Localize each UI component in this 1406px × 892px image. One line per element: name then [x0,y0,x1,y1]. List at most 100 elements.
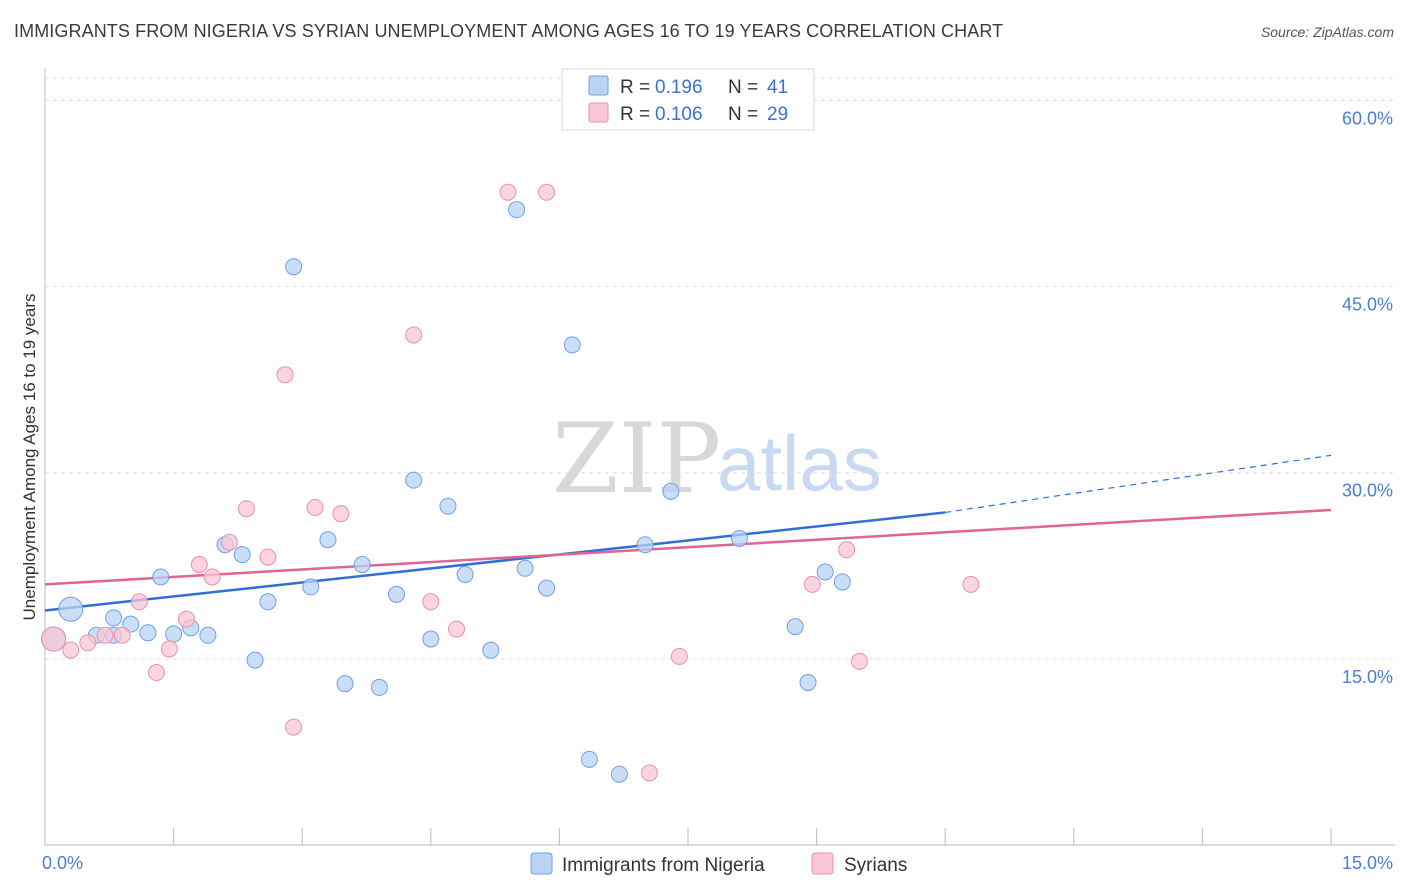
syrians-point [203,568,221,586]
nigeria-point [152,568,170,586]
syrians-point [640,764,658,782]
syrians-point [62,641,80,659]
syrians-trend-line [44,508,1332,586]
syrians-point [332,505,350,523]
nigeria-point [58,596,84,622]
syrians-point [499,183,517,201]
chart-title: IMMIGRANTS FROM NIGERIA VS SYRIAN UNEMPL… [14,21,1004,41]
syrians-point [838,541,856,559]
nigeria-point [302,578,320,596]
legend-r-label-syrians: R = [620,104,650,125]
x-tick-label: 15.0% [1342,853,1393,873]
nigeria-point [816,563,834,581]
syrians-point [670,647,688,665]
axes [44,68,1395,846]
nigeria-point [538,579,556,597]
watermark-atlas: atlas [717,419,882,507]
nigeria-point [662,482,680,500]
syrians-point [962,575,980,593]
nigeria-point [563,336,581,354]
bottom-legend-label-nigeria: Immigrants from Nigeria [562,855,765,876]
y-tick-label: 15.0% [1342,667,1393,687]
nigeria-point [439,497,457,515]
nigeria-point [580,750,598,768]
nigeria-point [516,559,534,577]
nigeria-point [139,624,157,642]
nigeria-point [199,626,217,644]
y-tick-label: 60.0% [1342,108,1393,128]
syrians-point [160,640,178,658]
legend-swatch-nigeria [588,75,609,96]
syrians-point [259,548,277,566]
nigeria-point [105,609,123,627]
syrians-point [538,183,556,201]
syrians-point [190,556,208,574]
x-tick-label: 0.0% [42,853,83,873]
syrians-point [41,626,67,652]
syrians-point [130,593,148,611]
legend-r-label-nigeria: R = [620,77,650,98]
nigeria-point [456,565,474,583]
syrians-point [237,500,255,518]
nigeria-point [233,546,251,564]
legend-n-label-syrians: N = [728,104,758,125]
legend-box: R = 0.196 N = 41 R = 0.106 N = 29 [561,68,815,131]
nigeria-point [833,573,851,591]
watermark-zip: ZIP [552,403,721,515]
bottom-legend-swatch-nigeria [530,852,553,875]
nigeria-trend-extension [945,454,1332,514]
nigeria-point [786,618,804,636]
nigeria-point [636,536,654,554]
syrians-point [422,593,440,611]
trend-lines [44,454,1332,612]
nigeria-point [388,585,406,603]
nigeria-point [370,678,388,696]
syrians-point [220,533,238,551]
nigeria-point [422,630,440,648]
legend-swatch-syrians [588,102,609,123]
data-points [41,98,980,783]
nigeria-point [610,765,628,783]
syrians-point [276,366,294,384]
syrians-point [113,626,131,644]
legend-r-value-nigeria: 0.196 [655,77,703,98]
bottom-legend: Immigrants from Nigeria Syrians [530,852,907,876]
syrians-point [306,498,324,516]
syrians-point [448,620,466,638]
syrians-point [147,664,165,682]
nigeria-point [319,531,337,549]
legend-r-value-syrians: 0.106 [655,104,703,125]
syrians-point [96,626,114,644]
nigeria-point [285,258,303,276]
nigeria-point [405,471,423,489]
legend-n-value-nigeria: 41 [767,77,788,98]
syrians-point [405,326,423,344]
nigeria-point [259,593,277,611]
syrians-point [177,610,195,628]
bottom-legend-label-syrians: Syrians [844,855,907,876]
syrians-point [850,652,868,670]
y-tick-label: 45.0% [1342,295,1393,315]
syrians-point [803,575,821,593]
legend-n-value-syrians: 29 [767,104,788,125]
syrians-point [285,718,303,736]
legend-n-label-nigeria: N = [728,77,758,98]
nigeria-point [482,641,500,659]
source-credit: Source: ZipAtlas.com [1260,24,1394,40]
nigeria-point [799,673,817,691]
nigeria-point [353,556,371,574]
bottom-legend-swatch-syrians [811,852,834,875]
watermark: ZIP atlas [552,403,882,515]
y-axis-label: Unemployment Among Ages 16 to 19 years [20,294,39,621]
x-tick-labels: 0.0% 15.0% [42,853,1393,873]
y-tick-labels: 15.0% 30.0% 45.0% 60.0% [1342,108,1393,686]
nigeria-point [508,201,526,219]
nigeria-point [730,529,748,547]
syrians-point [79,634,97,652]
nigeria-point [122,615,140,633]
nigeria-point [246,651,264,669]
nigeria-trend-line [44,511,946,612]
y-tick-label: 30.0% [1342,481,1393,501]
nigeria-point [336,675,354,693]
